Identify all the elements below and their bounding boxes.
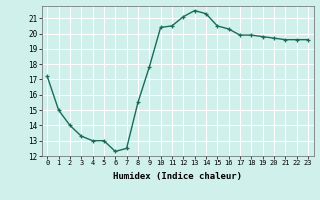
X-axis label: Humidex (Indice chaleur): Humidex (Indice chaleur) <box>113 172 242 181</box>
